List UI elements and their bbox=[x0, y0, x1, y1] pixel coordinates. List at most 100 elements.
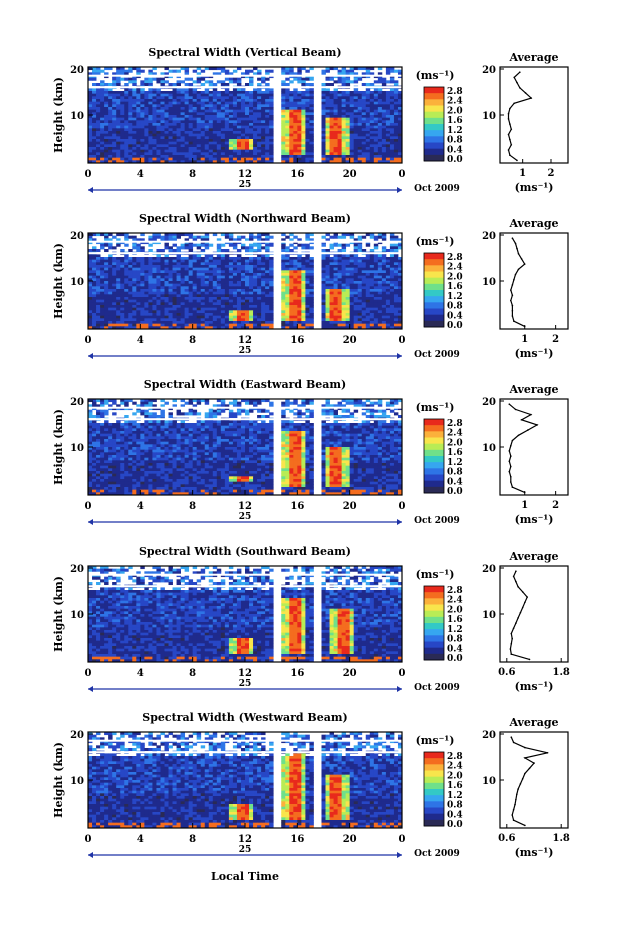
heatmap-cell bbox=[321, 126, 325, 129]
heatmap-cell bbox=[136, 70, 140, 73]
heatmap-cell bbox=[112, 265, 116, 268]
heatmap-cell bbox=[237, 294, 241, 297]
heatmap-cell bbox=[173, 286, 177, 289]
heatmap-cell bbox=[265, 284, 269, 287]
heatmap-cell bbox=[237, 80, 241, 83]
heatmap-cell bbox=[177, 131, 181, 134]
heatmap-cell bbox=[120, 112, 124, 115]
heatmap-cell bbox=[213, 158, 217, 161]
heatmap-cell bbox=[370, 94, 374, 97]
heatmap-cell bbox=[289, 294, 293, 297]
heatmap-cell bbox=[128, 292, 132, 295]
x-tick-label: 4 bbox=[137, 169, 144, 180]
heatmap-cell bbox=[144, 324, 148, 327]
heatmap-cell bbox=[358, 308, 362, 311]
heatmap-cell bbox=[245, 158, 249, 161]
heatmap-cell bbox=[160, 158, 164, 161]
heatmap-cell bbox=[144, 112, 148, 115]
heatmap-cell bbox=[245, 134, 249, 137]
colorbar-swatch bbox=[424, 278, 444, 285]
heatmap-cell bbox=[289, 112, 293, 115]
heatmap-cell bbox=[136, 104, 140, 107]
heatmap-cell bbox=[136, 313, 140, 316]
heatmap-cell bbox=[140, 91, 144, 94]
heatmap-cell bbox=[181, 270, 185, 273]
heatmap-cell bbox=[362, 152, 366, 155]
heatmap-cell bbox=[100, 131, 104, 134]
colorbar-tick-label: 0.0 bbox=[447, 321, 463, 331]
heatmap-cell bbox=[132, 118, 136, 121]
heatmap-cell bbox=[321, 112, 325, 115]
heatmap-cell bbox=[193, 244, 197, 247]
heatmap-cell bbox=[120, 305, 124, 308]
heatmap-cell bbox=[229, 244, 233, 247]
average-profile-point bbox=[509, 108, 511, 110]
heatmap-cell bbox=[269, 131, 273, 134]
heatmap-cell bbox=[309, 316, 313, 319]
heatmap-cell bbox=[144, 297, 148, 300]
heatmap-cell bbox=[374, 94, 378, 97]
heatmap-cell bbox=[148, 276, 152, 279]
heatmap-cell bbox=[269, 302, 273, 305]
heatmap-cell bbox=[193, 147, 197, 150]
heatmap-cell bbox=[88, 289, 92, 292]
heatmap-cell bbox=[301, 126, 305, 129]
heatmap-cell bbox=[321, 96, 325, 99]
heatmap-cell bbox=[124, 270, 128, 273]
heatmap-cell bbox=[301, 260, 305, 263]
heatmap-cell bbox=[197, 150, 201, 153]
heatmap-cell bbox=[209, 289, 213, 292]
heatmap-cell bbox=[205, 316, 209, 319]
heatmap-cell bbox=[237, 310, 241, 313]
heatmap-cell bbox=[88, 321, 92, 324]
heatmap-cell bbox=[128, 144, 132, 147]
heatmap-cell bbox=[354, 273, 358, 276]
heatmap-cell bbox=[386, 297, 390, 300]
heatmap-cell bbox=[152, 78, 156, 81]
heatmap-cell bbox=[366, 297, 370, 300]
day-axis-arrow-left bbox=[88, 353, 93, 359]
heatmap-cell bbox=[257, 134, 261, 137]
heatmap-cell bbox=[269, 144, 273, 147]
heatmap-cell bbox=[116, 115, 120, 118]
heatmap-cell bbox=[136, 281, 140, 284]
heatmap-cell bbox=[301, 310, 305, 313]
heatmap-cell bbox=[209, 318, 213, 321]
heatmap-cell bbox=[241, 91, 245, 94]
heatmap-cell bbox=[358, 297, 362, 300]
heatmap-cell bbox=[160, 128, 164, 131]
heatmap-cell bbox=[370, 147, 374, 150]
heatmap-cell bbox=[124, 112, 128, 115]
heatmap-cell bbox=[285, 139, 289, 142]
heatmap-cell bbox=[140, 316, 144, 319]
heatmap-cell bbox=[390, 136, 394, 139]
heatmap-cell bbox=[164, 118, 168, 121]
heatmap-cell bbox=[297, 136, 301, 139]
heatmap-cell bbox=[217, 268, 221, 271]
heatmap-cell bbox=[378, 99, 382, 102]
heatmap-cell bbox=[321, 236, 325, 239]
heatmap-cell bbox=[197, 265, 201, 268]
heatmap-cell bbox=[321, 142, 325, 145]
heatmap-cell bbox=[189, 83, 193, 86]
heatmap-cell bbox=[342, 281, 346, 284]
heatmap-cell bbox=[378, 262, 382, 265]
heatmap-cell bbox=[148, 310, 152, 313]
heatmap-cell bbox=[197, 260, 201, 263]
heatmap-cell bbox=[124, 144, 128, 147]
heatmap-cell bbox=[164, 273, 168, 276]
heatmap-cell bbox=[378, 126, 382, 129]
heatmap-cell bbox=[321, 118, 325, 121]
heatmap-cell bbox=[201, 257, 205, 260]
heatmap-cell bbox=[88, 273, 92, 276]
heatmap-cell bbox=[362, 249, 366, 252]
heatmap-cell bbox=[209, 278, 213, 281]
heatmap-cell bbox=[116, 257, 120, 260]
heatmap-cell bbox=[386, 131, 390, 134]
heatmap-cell bbox=[177, 281, 181, 284]
heatmap-cell bbox=[120, 297, 124, 300]
heatmap-cell bbox=[88, 88, 92, 91]
heatmap-cell bbox=[237, 262, 241, 265]
heatmap-cell bbox=[309, 107, 313, 110]
heatmap-cell bbox=[245, 249, 249, 252]
